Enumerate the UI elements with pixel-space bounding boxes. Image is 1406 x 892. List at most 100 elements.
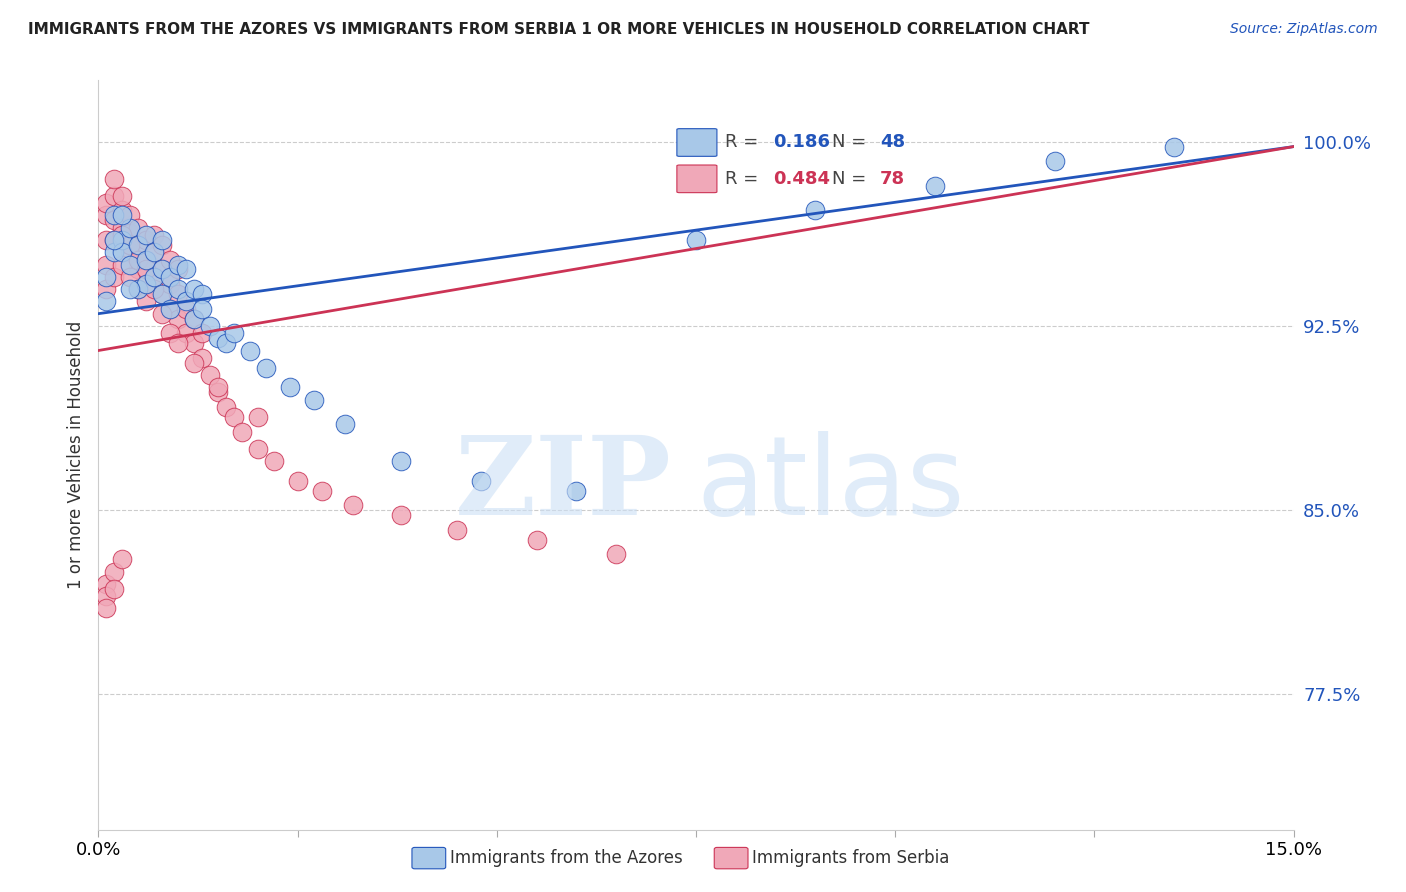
Point <box>143 245 166 260</box>
Point <box>103 171 125 186</box>
Point <box>111 203 134 218</box>
Text: 48: 48 <box>880 134 905 152</box>
Point <box>167 287 190 301</box>
Point <box>183 311 205 326</box>
Point <box>111 552 134 566</box>
Point <box>207 331 229 345</box>
Point <box>1043 154 1066 169</box>
Point <box>103 565 125 579</box>
Point <box>103 245 125 260</box>
Point <box>215 336 238 351</box>
Point <box>150 287 173 301</box>
Point <box>120 226 142 240</box>
Point <box>470 474 492 488</box>
Point <box>174 294 197 309</box>
Point <box>215 400 238 414</box>
Point <box>198 318 221 333</box>
Point <box>1163 139 1185 153</box>
Point <box>191 351 214 365</box>
Point <box>96 282 118 296</box>
Text: atlas: atlas <box>696 432 965 539</box>
Point <box>120 208 142 222</box>
Point <box>143 269 166 284</box>
Point <box>127 282 149 296</box>
Point <box>111 208 134 222</box>
Text: 0.484: 0.484 <box>773 169 830 188</box>
Point <box>96 577 118 591</box>
Point <box>135 228 157 243</box>
Point <box>127 262 149 277</box>
Point <box>120 238 142 252</box>
Point <box>565 483 588 498</box>
Text: N =: N = <box>832 134 872 152</box>
Point <box>127 238 149 252</box>
Point <box>135 262 157 277</box>
Point <box>311 483 333 498</box>
Text: 0.186: 0.186 <box>773 134 830 152</box>
Point <box>526 533 548 547</box>
Point <box>96 258 118 272</box>
Point <box>174 262 197 277</box>
Point <box>103 233 125 247</box>
Point <box>111 220 134 235</box>
Point <box>150 238 173 252</box>
Point <box>246 409 269 424</box>
Point <box>183 282 205 296</box>
Point <box>120 258 142 272</box>
Point <box>278 380 301 394</box>
Point <box>103 582 125 596</box>
Point <box>191 301 214 316</box>
Point <box>127 252 149 267</box>
Point <box>183 336 205 351</box>
Point <box>167 336 190 351</box>
Text: Immigrants from Serbia: Immigrants from Serbia <box>752 849 949 867</box>
Point <box>96 233 118 247</box>
Point <box>96 196 118 211</box>
Point <box>167 262 190 277</box>
Point <box>135 252 157 267</box>
FancyBboxPatch shape <box>676 165 717 193</box>
Point <box>143 245 166 260</box>
Point <box>120 245 142 260</box>
Point <box>135 233 157 247</box>
Point <box>103 213 125 227</box>
Text: 78: 78 <box>880 169 905 188</box>
Point <box>111 233 134 247</box>
Point <box>287 474 309 488</box>
Point <box>685 233 707 247</box>
Point <box>103 269 125 284</box>
Point <box>103 188 125 202</box>
Point <box>174 301 197 316</box>
Point <box>335 417 357 432</box>
Point <box>207 380 229 394</box>
Point <box>120 282 142 296</box>
Point <box>254 360 277 375</box>
Point <box>159 301 181 316</box>
Point <box>127 238 149 252</box>
Point <box>150 307 173 321</box>
Point <box>222 326 245 341</box>
FancyBboxPatch shape <box>676 128 717 156</box>
Point <box>111 188 134 202</box>
Point <box>159 277 181 292</box>
Point <box>183 356 205 370</box>
Point <box>198 368 221 382</box>
Point <box>167 258 190 272</box>
Point <box>389 508 412 522</box>
Point <box>135 294 157 309</box>
Point <box>191 287 214 301</box>
Point <box>231 425 253 439</box>
Point <box>159 252 181 267</box>
Point <box>174 326 197 341</box>
Point <box>127 220 149 235</box>
Point <box>96 601 118 615</box>
Point <box>135 277 157 292</box>
Point <box>183 311 205 326</box>
Y-axis label: 1 or more Vehicles in Household: 1 or more Vehicles in Household <box>66 321 84 589</box>
Text: ZIP: ZIP <box>456 432 672 539</box>
Point <box>103 208 125 222</box>
Point <box>143 228 166 243</box>
Point <box>143 282 166 296</box>
Point <box>150 287 173 301</box>
Point <box>96 294 118 309</box>
